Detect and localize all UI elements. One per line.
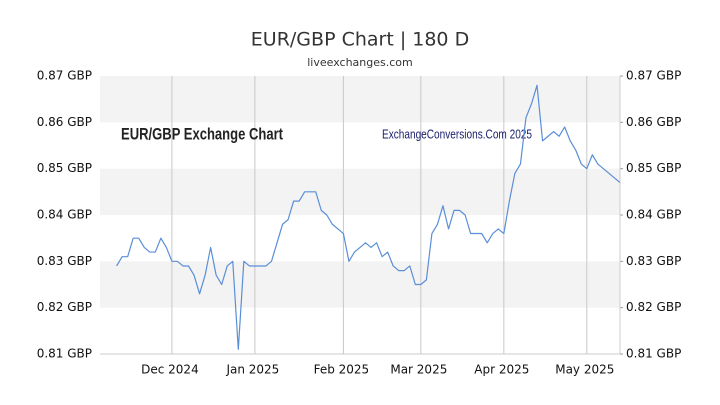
y-tick-label-right: 0.81 GBP bbox=[626, 347, 681, 361]
x-tick-label: Mar 2025 bbox=[390, 363, 447, 377]
x-tick-label: May 2025 bbox=[555, 363, 614, 377]
y-tick-label: 0.84 GBP bbox=[37, 208, 92, 222]
chart-subtitle: liveexchanges.com bbox=[307, 56, 412, 69]
y-tick-label-right: 0.84 GBP bbox=[626, 208, 681, 222]
y-tick-label: 0.86 GBP bbox=[37, 115, 92, 129]
x-tick-label: Dec 2024 bbox=[141, 363, 199, 377]
y-tick-label-right: 0.83 GBP bbox=[626, 254, 681, 268]
line bbox=[116, 84, 621, 350]
y-tick-label-right: 0.82 GBP bbox=[626, 300, 681, 314]
y-tick-label-right: 0.86 GBP bbox=[626, 115, 681, 129]
watermark: EUR/GBP Exchange Chart bbox=[121, 124, 283, 143]
x-tick-label: Apr 2025 bbox=[474, 363, 529, 377]
x-tick-label: Feb 2025 bbox=[314, 363, 370, 377]
y-tick-label: 0.81 GBP bbox=[37, 347, 92, 361]
band bbox=[100, 76, 620, 123]
y-tick-label-right: 0.85 GBP bbox=[626, 161, 681, 175]
band bbox=[100, 261, 620, 308]
y-tick-label: 0.83 GBP bbox=[37, 254, 92, 268]
x-tick-label: Jan 2025 bbox=[225, 363, 279, 377]
watermark: ExchangeConversions.Com 2025 bbox=[382, 126, 532, 141]
y-tick-label: 0.87 GBP bbox=[37, 69, 92, 83]
y-tick-label: 0.82 GBP bbox=[37, 300, 92, 314]
y-tick-label: 0.85 GBP bbox=[37, 161, 92, 175]
chart-title: EUR/GBP Chart | 180 D bbox=[251, 29, 469, 51]
y-tick-label-right: 0.87 GBP bbox=[626, 69, 681, 83]
band bbox=[100, 168, 620, 215]
